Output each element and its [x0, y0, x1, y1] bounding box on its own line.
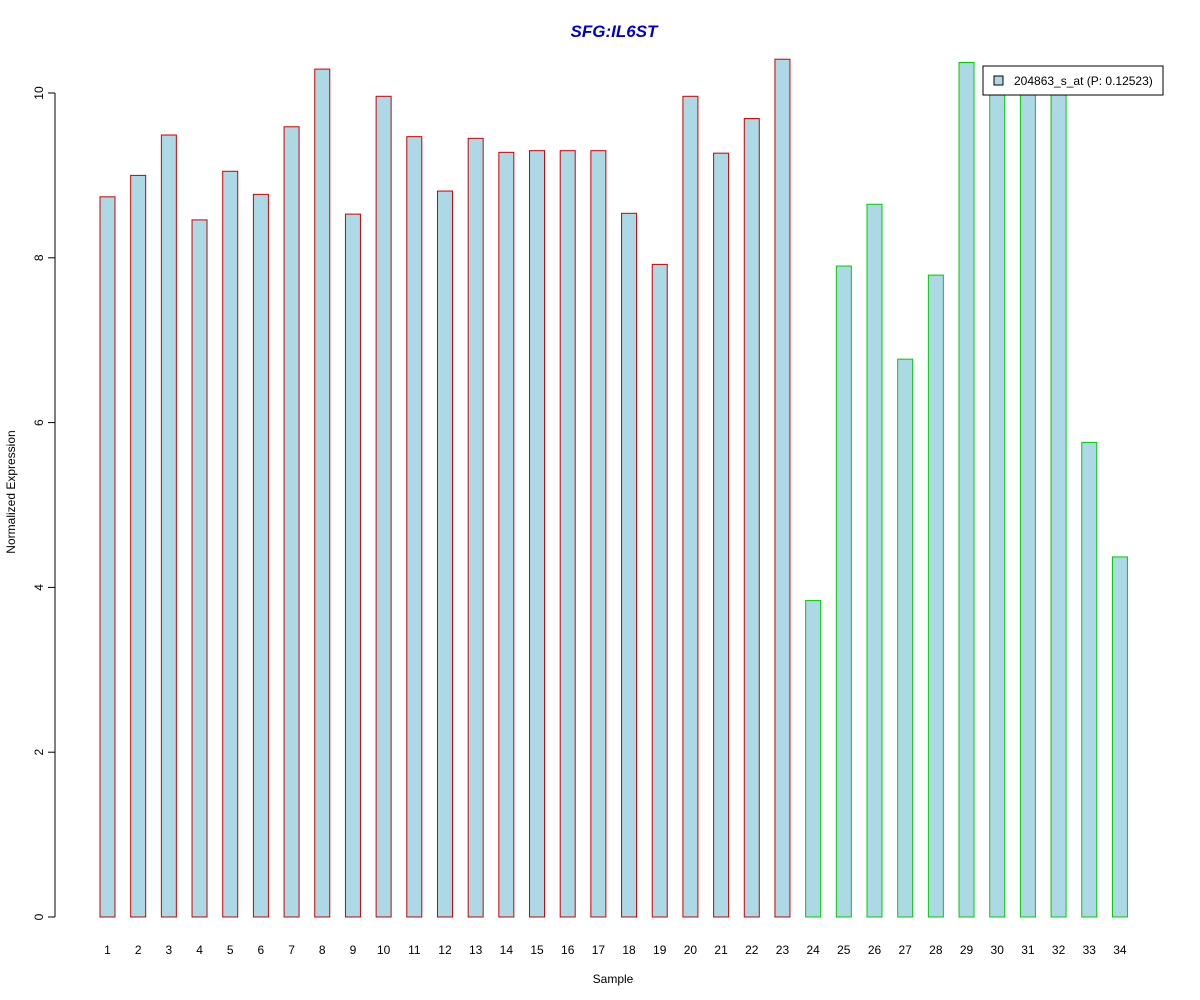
bar-sample-31	[1019, 92, 1036, 918]
x-tick-label: 28	[929, 943, 943, 957]
bar-sample-8	[314, 68, 331, 918]
bar-sample-29	[958, 62, 975, 918]
chart-title: SFG:IL6ST	[571, 22, 660, 41]
y-tick-label: 8	[32, 254, 46, 261]
x-tick-label: 24	[806, 943, 820, 957]
x-tick-label: 31	[1021, 943, 1035, 957]
bar-sample-10	[375, 95, 392, 918]
y-tick-label: 0	[32, 913, 46, 920]
x-tick-label: 16	[561, 943, 575, 957]
x-tick-label: 1	[104, 943, 111, 957]
x-tick-label: 17	[592, 943, 606, 957]
x-tick-label: 33	[1083, 943, 1097, 957]
bar-sample-4	[191, 219, 208, 918]
x-tick-label: 12	[438, 943, 452, 957]
bar-sample-20	[682, 95, 699, 918]
bars-group	[99, 58, 1128, 918]
bar-sample-11	[406, 136, 423, 918]
bar-sample-30	[989, 94, 1006, 918]
bar-sample-7	[283, 126, 300, 918]
y-axis-label: Normalized Expression	[4, 430, 18, 553]
bar-sample-3	[160, 134, 177, 918]
bar-sample-5	[222, 170, 239, 918]
bar-sample-19	[651, 263, 668, 918]
x-tick-label: 9	[350, 943, 357, 957]
x-tick-label: 13	[469, 943, 483, 957]
x-tick-label: 10	[377, 943, 391, 957]
bar-sample-25	[835, 265, 852, 918]
legend-swatch	[993, 75, 1004, 86]
x-tick-label: 11	[408, 943, 421, 957]
bar-sample-28	[927, 274, 944, 918]
bar-sample-32	[1050, 92, 1067, 918]
x-tick-label: 21	[714, 943, 728, 957]
x-tick-label: 4	[196, 943, 203, 957]
bar-sample-2	[130, 174, 147, 918]
bar-sample-23	[774, 58, 791, 918]
y-tick-label: 4	[32, 584, 46, 591]
x-tick-label: 29	[960, 943, 974, 957]
x-tick-label: 34	[1113, 943, 1127, 957]
x-tick-label: 20	[684, 943, 698, 957]
x-tick-label: 3	[166, 943, 173, 957]
bar-sample-14	[498, 151, 515, 918]
bar-sample-26	[866, 203, 883, 918]
bar-sample-34	[1111, 556, 1128, 918]
x-tick-label: 8	[319, 943, 326, 957]
bar-sample-12	[436, 190, 453, 918]
bar-sample-13	[467, 137, 484, 918]
x-tick-label: 32	[1052, 943, 1066, 957]
legend: 204863_s_at (P: 0.12523)	[982, 65, 1164, 96]
x-axis-label: Sample	[593, 972, 634, 986]
x-tick-label: 5	[227, 943, 234, 957]
x-tick-label: 26	[868, 943, 882, 957]
bar-sample-1	[99, 196, 116, 918]
x-tick-label: 15	[530, 943, 544, 957]
x-tick-label: 19	[653, 943, 667, 957]
x-tick-label: 27	[899, 943, 913, 957]
y-axis: 0 2 4 6 8 10	[32, 86, 56, 920]
legend-box	[982, 65, 1164, 96]
x-tick-label: 25	[837, 943, 851, 957]
bar-sample-17	[590, 150, 607, 918]
x-tick-label: 22	[745, 943, 759, 957]
x-tick-label: 18	[622, 943, 636, 957]
bar-sample-24	[805, 600, 822, 918]
y-tick-label: 2	[32, 749, 46, 756]
legend-label: 204863_s_at (P: 0.12523)	[1014, 74, 1153, 88]
bar-sample-21	[713, 152, 730, 918]
x-tick-label: 6	[258, 943, 265, 957]
bar-sample-9	[344, 213, 361, 918]
y-tick-label: 10	[32, 86, 46, 100]
x-tick-label: 7	[288, 943, 295, 957]
bar-sample-6	[252, 193, 269, 918]
bar-sample-16	[559, 150, 576, 918]
x-tick-label: 14	[500, 943, 514, 957]
x-tick-label: 23	[776, 943, 790, 957]
x-axis-tick-labels: 1 2 3 4 5 6 7 8 9 10 11 12 13 14 15 16 17 18 19 20 21 22 23 24 2…	[104, 943, 1127, 957]
x-tick-label: 30	[991, 943, 1005, 957]
bar-sample-27	[897, 358, 914, 918]
bar-sample-18	[621, 212, 638, 918]
x-tick-label: 2	[135, 943, 142, 957]
y-tick-label: 6	[32, 419, 46, 426]
bar-sample-22	[743, 118, 760, 918]
bar-sample-15	[529, 150, 546, 918]
bar-sample-33	[1081, 441, 1098, 918]
